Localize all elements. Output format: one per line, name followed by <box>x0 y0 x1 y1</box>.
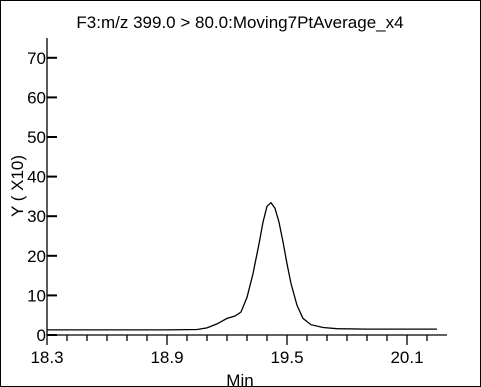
series-line <box>47 201 437 331</box>
x-tick-label: 18.9 <box>150 348 183 367</box>
y-tick-label: 30 <box>27 207 46 226</box>
x-tick-label: 18.3 <box>30 348 63 367</box>
y-tick-label: 60 <box>27 88 46 107</box>
y-tick-label: 10 <box>27 286 46 305</box>
y-axis-label: Y ( X10) <box>8 155 27 217</box>
chart-title: F3:m/z 399.0 > 80.0:Moving7PtAverage_x4 <box>76 13 403 32</box>
y-ticks: 0 10 20 30 40 50 60 70 <box>27 49 57 345</box>
y-tick-label: 0 <box>37 326 46 345</box>
y-tick-label: 40 <box>27 168 46 187</box>
x-tick-label: 19.5 <box>270 348 303 367</box>
y-tick-label: 20 <box>27 247 46 266</box>
x-tick-label: 20.1 <box>390 348 423 367</box>
x-ticks: 18.3 18.9 19.5 20.1 <box>30 335 428 367</box>
x-axis-label: Min <box>226 371 253 387</box>
y-tick-label: 50 <box>27 128 46 147</box>
y-tick-label: 70 <box>27 49 46 68</box>
axes <box>46 38 447 336</box>
